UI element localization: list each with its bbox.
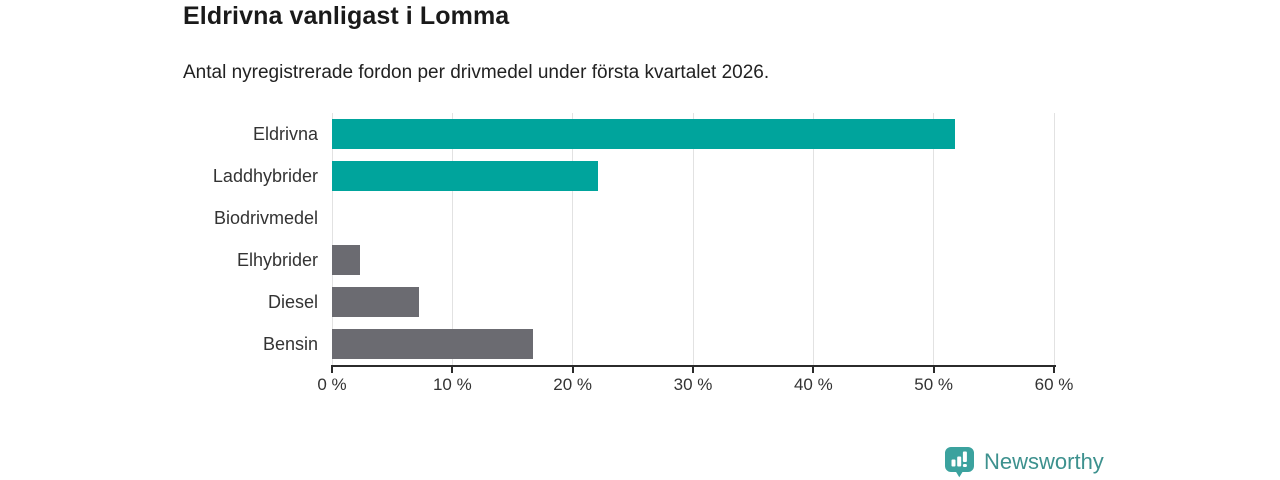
gridline bbox=[331, 113, 333, 365]
x-axis-tick-label: 50 % bbox=[914, 375, 954, 394]
x-axis-tick-label: 30 % bbox=[673, 375, 713, 394]
bar-diesel bbox=[332, 287, 419, 317]
bar-chart-plot-area: 0 % 10 % 20 % 30 % 40 % 50 % 60 % bbox=[317, 113, 1073, 394]
bar-eldrivna bbox=[332, 119, 956, 149]
category-label: Diesel bbox=[267, 291, 318, 312]
category-label: Elhybrider bbox=[236, 249, 318, 270]
page-title: Eldrivna vanligast i Lomma bbox=[183, 2, 510, 30]
x-axis-tick bbox=[932, 367, 935, 373]
newsworthy-logo[interactable]: Newsworthy bbox=[944, 446, 1104, 478]
category-label: Bensin bbox=[262, 333, 318, 354]
newsworthy-logo-text: Newsworthy bbox=[984, 449, 1104, 474]
x-axis-tick-label: 10 % bbox=[432, 375, 472, 394]
x-axis-tick bbox=[571, 367, 574, 373]
category-labels: Eldrivna Laddhybrider Biodrivmedel Elhybrid… bbox=[60, 113, 318, 365]
x-axis-tick bbox=[812, 367, 815, 373]
gridline bbox=[933, 113, 935, 365]
category-label: Eldrivna bbox=[252, 123, 318, 144]
category-label: Laddhybrider bbox=[212, 165, 318, 186]
gridline bbox=[812, 113, 814, 365]
x-axis-tick bbox=[1053, 367, 1055, 373]
x-axis-line bbox=[331, 365, 1056, 367]
bar-elhybrider bbox=[332, 245, 360, 275]
chart-subtitle: Antal nyregistrerade fordon per drivmede… bbox=[183, 62, 770, 83]
newsworthy-pin-bar-chart-icon bbox=[944, 446, 975, 478]
category-label: Biodrivmedel bbox=[213, 207, 318, 228]
x-axis-tick bbox=[331, 367, 333, 373]
x-axis-tick-label: 40 % bbox=[793, 375, 833, 394]
x-axis-tick-label: 60 % bbox=[1034, 375, 1074, 394]
bar-laddhybrider bbox=[332, 161, 598, 191]
x-axis-tick-label: 20 % bbox=[553, 375, 593, 394]
bar-bensin bbox=[332, 329, 533, 359]
gridline bbox=[451, 113, 453, 365]
gridline bbox=[1053, 113, 1055, 365]
x-axis-tick-label: 0 % bbox=[317, 375, 347, 394]
gridline bbox=[572, 113, 574, 365]
x-axis-tick bbox=[692, 367, 694, 373]
x-axis-tick bbox=[451, 367, 454, 373]
gridline bbox=[692, 113, 694, 365]
